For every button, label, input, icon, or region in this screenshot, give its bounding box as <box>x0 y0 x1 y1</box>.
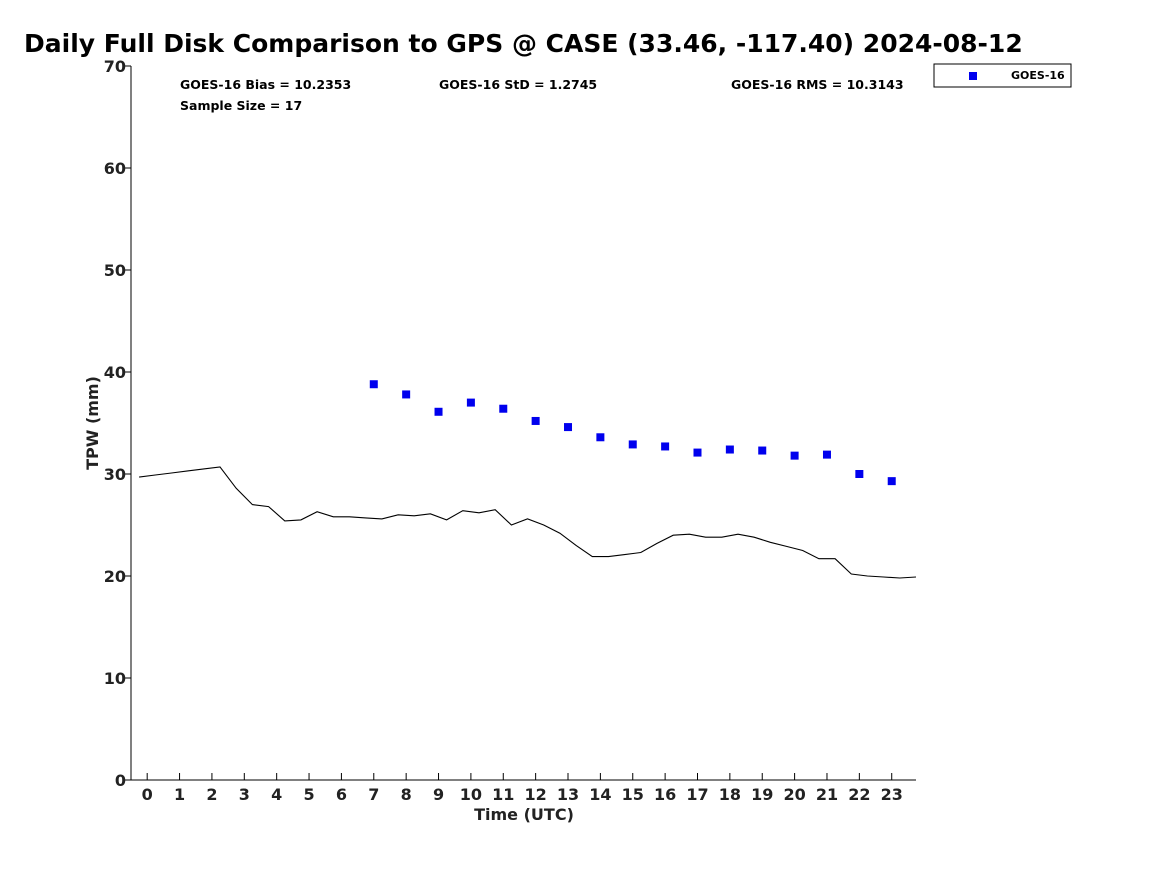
chart-title: Daily Full Disk Comparison to GPS @ CASE… <box>24 29 1023 58</box>
x-tick-label: 17 <box>686 785 708 804</box>
x-tick-label: 6 <box>336 785 347 804</box>
x-tick-label: 1 <box>174 785 185 804</box>
goes16-data-point <box>661 442 670 451</box>
y-ticks: 0 10 20 30 40 50 60 70 <box>104 57 131 790</box>
legend-label: GOES-16 <box>1011 69 1065 82</box>
x-tick-label: 4 <box>271 785 282 804</box>
x-ticks: 0 1 2 3 4 5 6 7 8 9 10 11 12 13 14 15 16 17 18 19 20 21 22 23 <box>142 773 903 804</box>
x-tick-label: 21 <box>816 785 838 804</box>
x-tick-label: 13 <box>557 785 579 804</box>
goes16-data-point <box>402 390 411 399</box>
y-tick-label: 20 <box>104 567 126 586</box>
goes16-data-point <box>790 451 799 460</box>
y-tick-label: 0 <box>115 771 126 790</box>
goes16-data-point <box>822 450 831 459</box>
x-tick-label: 20 <box>783 785 805 804</box>
x-tick-label: 15 <box>622 785 644 804</box>
goes16-data-point <box>855 470 864 478</box>
y-tick-label: 10 <box>104 669 126 688</box>
legend-square-marker-icon <box>969 72 977 80</box>
gps-tpw-line <box>139 466 917 579</box>
x-tick-label: 23 <box>881 785 903 804</box>
y-tick-label: 50 <box>104 261 126 280</box>
std-stat: GOES-16 StD = 1.2745 <box>439 77 597 92</box>
x-tick-label: 9 <box>433 785 444 804</box>
goes16-data-point <box>725 445 734 454</box>
goes16-data-point <box>758 446 767 455</box>
x-tick-label: 10 <box>460 785 482 804</box>
x-tick-label: 14 <box>589 785 611 804</box>
x-tick-label: 11 <box>492 785 514 804</box>
goes16-data-point <box>596 433 605 442</box>
y-axis-label: TPW (mm) <box>83 376 102 470</box>
goes16-data-point <box>887 477 896 486</box>
rms-stat: GOES-16 RMS = 10.3143 <box>731 77 904 92</box>
x-tick-label: 7 <box>368 785 379 804</box>
y-tick-label: 70 <box>104 57 126 76</box>
legend-box <box>933 63 1072 88</box>
goes16-data-point <box>531 416 540 425</box>
sample-size-stat: Sample Size = 17 <box>180 98 302 113</box>
goes16-data-point <box>499 404 508 413</box>
x-tick-label: 18 <box>719 785 741 804</box>
x-tick-label: 3 <box>239 785 250 804</box>
goes16-data-point <box>628 440 637 449</box>
bias-stat: GOES-16 Bias = 10.2353 <box>180 77 351 92</box>
goes16-data-point <box>369 380 378 389</box>
gps-line-series <box>139 466 917 579</box>
goes16-data-point <box>564 423 573 432</box>
goes16-marker-series <box>369 380 896 486</box>
y-tick-label: 40 <box>104 363 126 382</box>
x-axis-label: Time (UTC) <box>474 805 574 824</box>
y-tick-label: 30 <box>104 465 126 484</box>
y-tick-label: 60 <box>104 159 126 178</box>
legend: GOES-16 <box>933 63 1072 88</box>
x-tick-label: 8 <box>401 785 412 804</box>
x-tick-label: 12 <box>525 785 547 804</box>
x-tick-label: 5 <box>303 785 314 804</box>
x-tick-label: 0 <box>142 785 153 804</box>
goes16-data-point <box>693 448 702 457</box>
x-tick-label: 16 <box>654 785 676 804</box>
x-tick-label: 19 <box>751 785 773 804</box>
x-tick-label: 22 <box>848 785 870 804</box>
goes16-data-point <box>434 407 443 416</box>
goes16-data-point <box>466 398 475 407</box>
x-tick-label: 2 <box>206 785 217 804</box>
